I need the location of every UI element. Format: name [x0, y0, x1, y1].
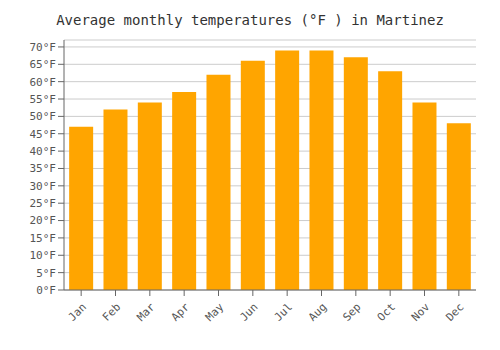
- html-text:Average monthly temperatures (: Average monthly temperatures (°F ) in Ma…: [56, 12, 444, 28]
- svg-text:Dec: Dec: [443, 301, 466, 324]
- svg-text:60°F: 60°F: [30, 76, 57, 89]
- svg-text:15°F: 15°F: [30, 232, 57, 245]
- svg-text:65°F: 65°F: [30, 58, 57, 71]
- svg-text:35°F: 35°F: [30, 162, 57, 175]
- svg-text:30°F: 30°F: [30, 180, 57, 193]
- svg-text:Aug: Aug: [306, 301, 329, 324]
- svg-text:50°F: 50°F: [30, 110, 57, 123]
- svg-text:25°F: 25°F: [30, 197, 57, 210]
- svg-text:Jun: Jun: [237, 301, 260, 324]
- svg-text:20°F: 20°F: [30, 214, 57, 227]
- svg-text:45°F: 45°F: [30, 128, 57, 141]
- svg-text:Sep: Sep: [340, 301, 363, 324]
- svg-text:0°F: 0°F: [36, 284, 56, 297]
- svg-text:55°F: 55°F: [30, 93, 57, 106]
- svg-text:Mar: Mar: [134, 300, 158, 324]
- svg-text:70°F: 70°F: [30, 41, 57, 54]
- svg-text:40°F: 40°F: [30, 145, 57, 158]
- svg-text:Oct: Oct: [375, 301, 398, 324]
- svg-text:Feb: Feb: [100, 301, 123, 324]
- svg-text:5°F: 5°F: [36, 267, 56, 280]
- svg-text:10°F: 10°F: [30, 249, 57, 262]
- svg-text:Jan: Jan: [66, 301, 89, 324]
- svg-text:Apr: Apr: [169, 300, 193, 324]
- svg-text:May: May: [203, 300, 227, 324]
- svg-text:Nov: Nov: [409, 300, 433, 324]
- svg-text:Jul: Jul: [272, 301, 295, 324]
